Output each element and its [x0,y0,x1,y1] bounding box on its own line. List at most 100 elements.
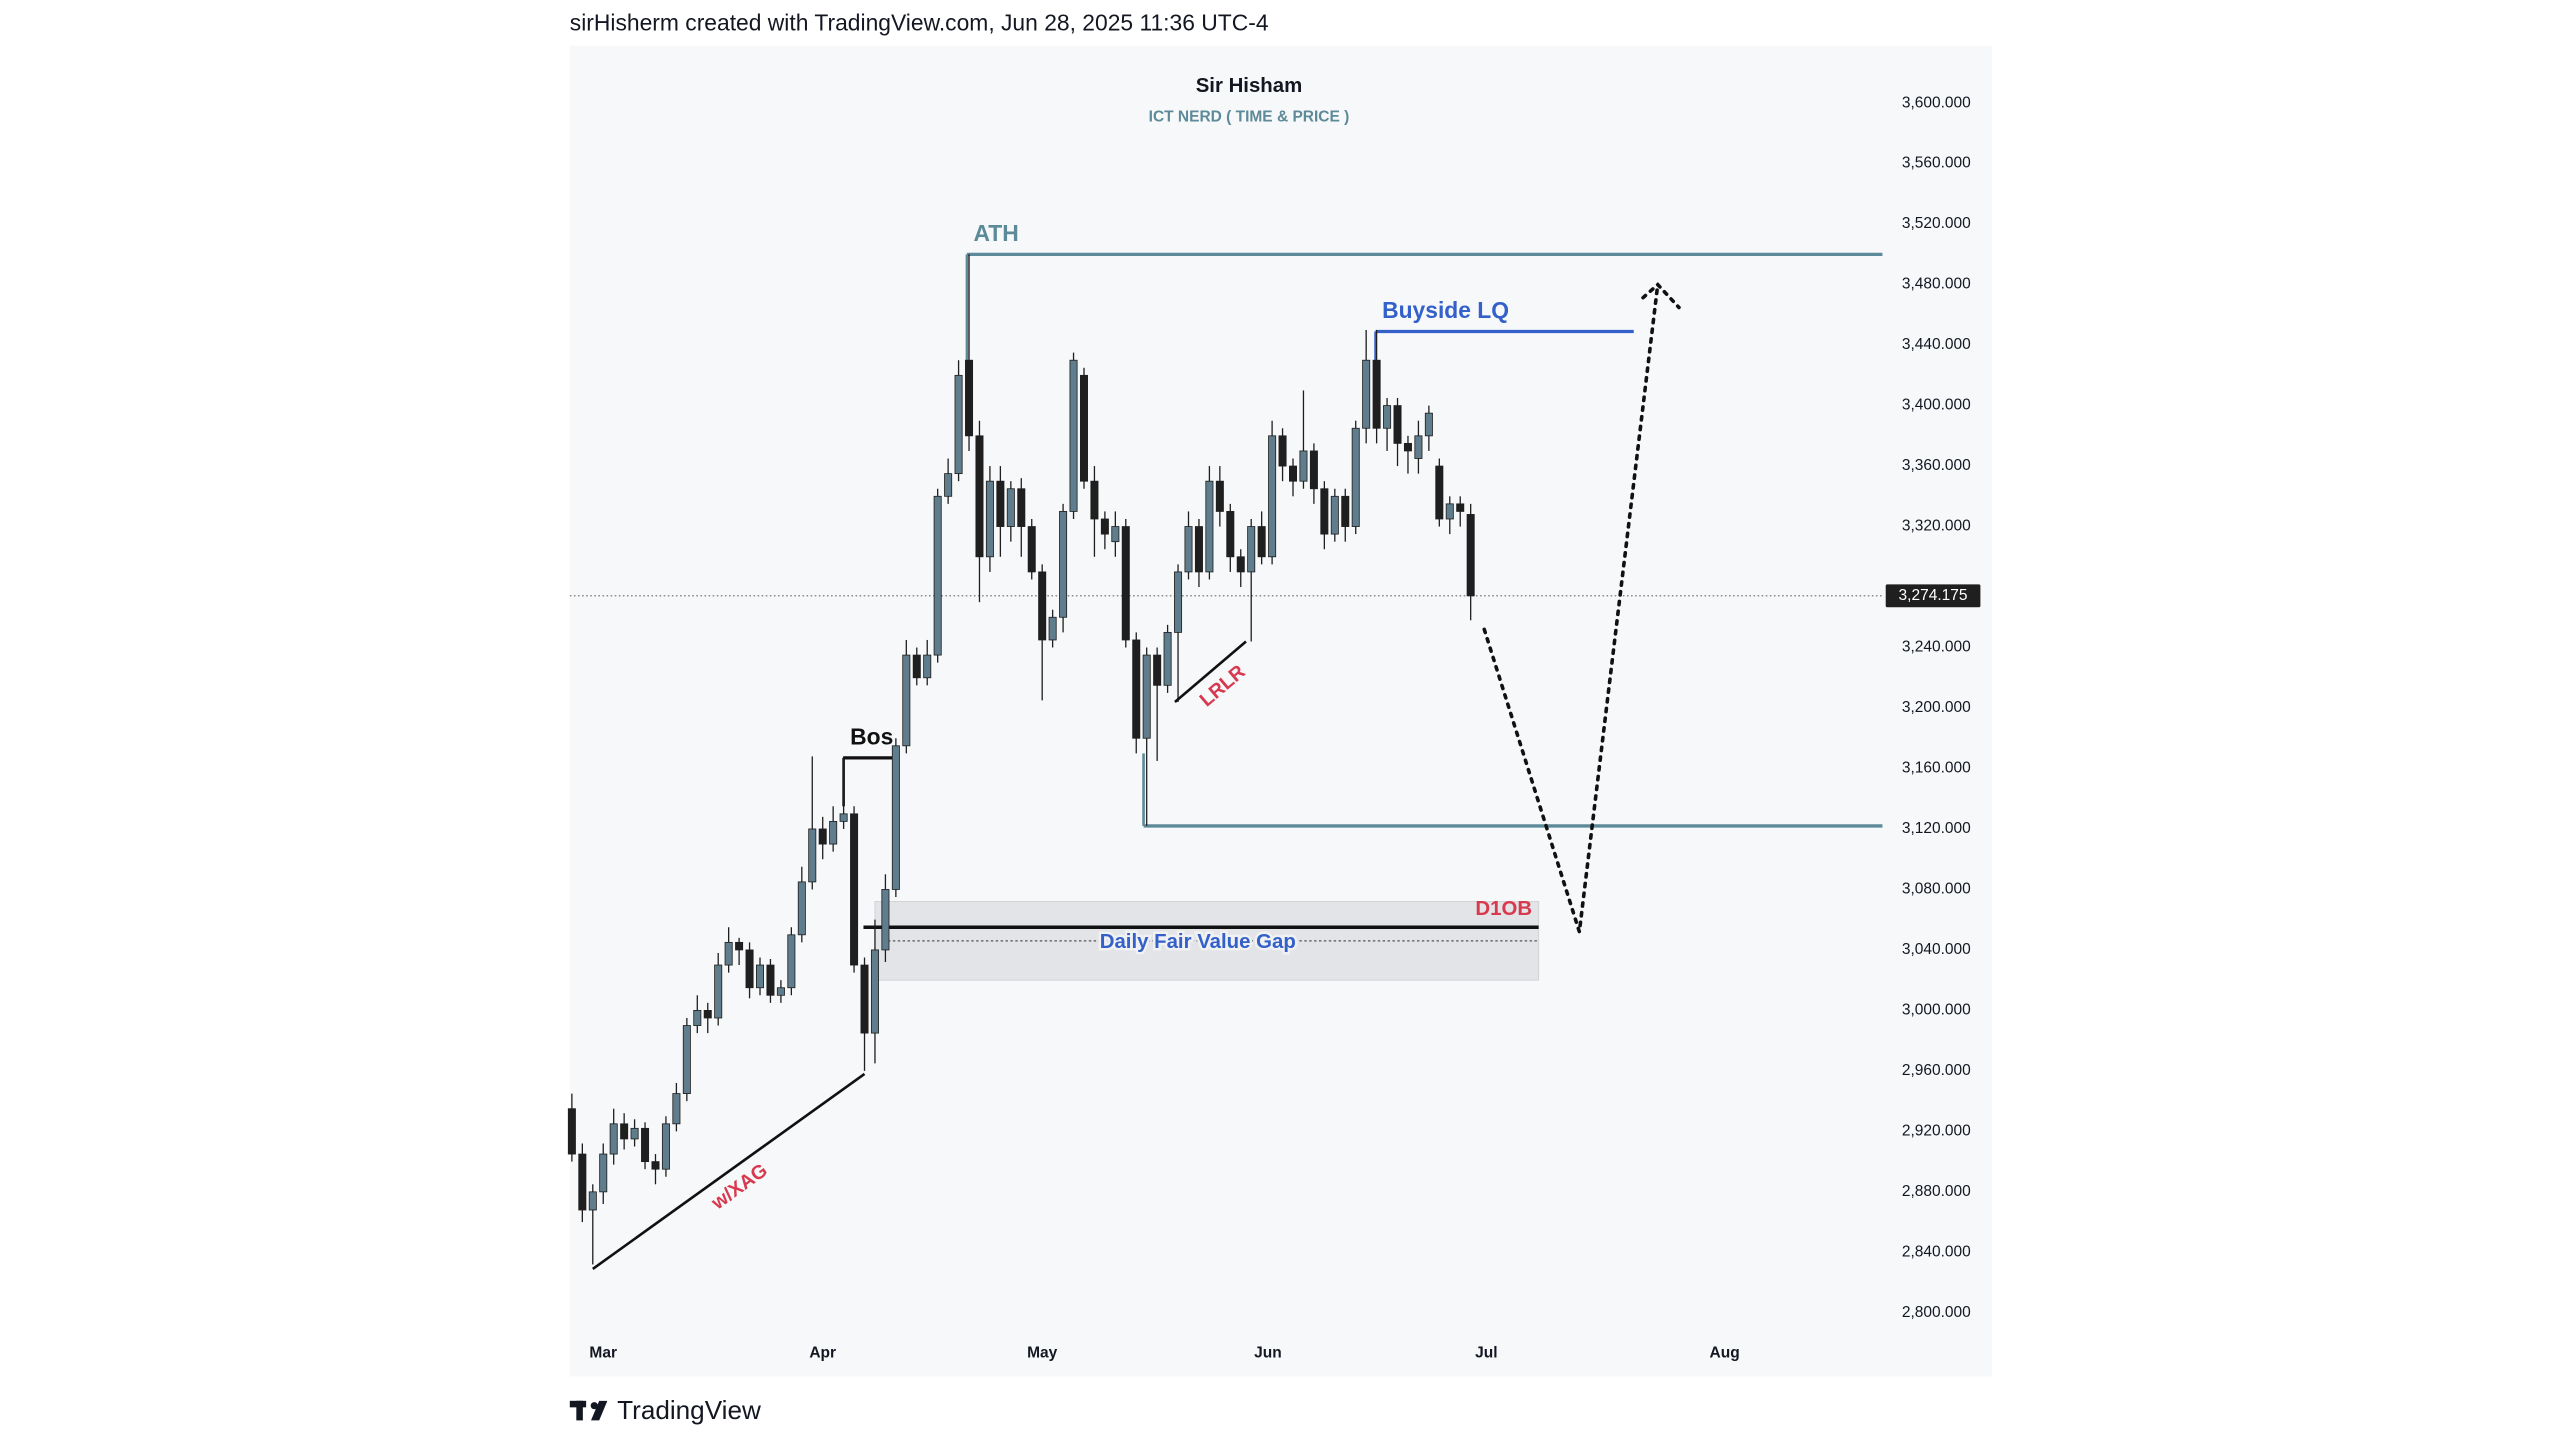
candle-body [1006,488,1015,527]
candle-body [860,964,869,1034]
trendline [1174,640,1247,703]
candle-body [703,1010,712,1019]
candle-body [1393,405,1402,444]
y-tick-label: 2,840.000 [1902,1243,1971,1260]
y-tick-label: 2,960.000 [1902,1062,1971,1079]
candle-body [881,889,890,951]
candle-body [1445,503,1454,520]
candle-body [1372,359,1381,429]
x-tick-label: Jun [1254,1345,1282,1362]
candle-body [1466,514,1475,597]
candle-body [870,949,879,1034]
candle-body [1289,465,1298,482]
candle-body [1456,503,1465,512]
candle-body [1341,495,1350,527]
candle-body [839,813,848,822]
projection-path [1482,282,1660,933]
candle-body [714,964,723,1019]
candle-body [1236,556,1245,573]
candle-body [1330,495,1339,535]
current-price-box [1885,584,1981,608]
candle-body [745,949,754,989]
candle-body [641,1127,650,1163]
candle-body [808,828,817,883]
y-tick-label: 3,440.000 [1902,336,1971,353]
x-tick-label: Apr [809,1345,836,1362]
candle-body [756,964,765,989]
y-tick-label: 3,000.000 [1902,1002,1971,1019]
candle-body [1142,654,1151,739]
candle-body [965,359,974,437]
y-tick-label: 3,520.000 [1902,215,1971,232]
x-tick-label: Jul [1475,1345,1497,1362]
candle-body [693,1010,702,1026]
candle-body [588,1191,597,1211]
candle-body [1299,450,1308,482]
y-tick-label: 3,600.000 [1902,94,1971,111]
y-tick-label: 3,200.000 [1902,699,1971,716]
candle-body [599,1153,608,1193]
candle-body [609,1123,618,1155]
candle-body [1278,435,1287,467]
y-tick-label: 3,040.000 [1902,941,1971,958]
candle-body [1059,511,1068,618]
candle-body [1215,480,1224,512]
candle-body [1069,359,1078,512]
footer-brand: TradingView [617,1395,761,1425]
candle-body [944,473,953,497]
candle-body [1403,442,1412,452]
candle-body [933,495,942,656]
candle-body [1163,631,1172,686]
y-tick-label: 3,120.000 [1902,820,1971,837]
level-label: ATH [973,220,1018,246]
candle-body [985,480,994,558]
y-tick-label: 2,920.000 [1902,1122,1971,1139]
chart-pane [569,45,1992,1377]
candle-body [818,828,827,845]
candle-body [620,1123,629,1140]
candle-body [776,987,785,996]
candle-body [1309,450,1318,490]
candle-body [891,745,900,890]
chart-subtitle: ICT NERD ( TIME & PRICE ) [1149,109,1350,126]
candle-body [1268,435,1277,558]
trendline [592,1072,866,1271]
candle-body [1079,374,1088,482]
candle-body [1383,405,1392,429]
tradingview-logo [569,1400,608,1421]
candle-body [578,1153,587,1211]
candle-body [1174,571,1183,633]
candle-body [1153,654,1162,686]
x-tick-label: Aug [1710,1345,1740,1362]
candle-body [1194,526,1203,573]
candle-body [1351,427,1360,527]
y-tick-label: 3,400.000 [1902,397,1971,414]
y-tick-label: 2,800.000 [1902,1304,1971,1321]
candle-body [1090,480,1099,520]
y-tick-label: 3,320.000 [1902,518,1971,535]
y-tick-label: 3,240.000 [1902,639,1971,656]
candle-body [797,881,806,936]
candle-body [735,941,744,951]
y-tick-label: 3,560.000 [1902,155,1971,172]
candle-body [1435,465,1444,520]
candle-body [1048,616,1057,641]
chart-title: Sir Hisham [1196,75,1303,97]
projection-arrowhead [1641,282,1681,310]
candle-body [1132,639,1141,739]
candle-body [682,1025,691,1094]
candle-body [1017,488,1026,527]
candle-body [1027,526,1036,573]
candle-body [1424,412,1433,437]
candle-body [567,1108,576,1155]
candle-body [923,654,932,679]
candle-body [1111,526,1120,543]
candle-body [850,813,859,966]
caption: sirHisherm created with TradingView.com,… [570,10,1269,36]
candle-body [902,654,911,747]
candle-body [954,374,963,475]
y-tick-label: 3,480.000 [1902,276,1971,293]
candle-body [630,1127,639,1140]
candle-body [766,964,775,996]
